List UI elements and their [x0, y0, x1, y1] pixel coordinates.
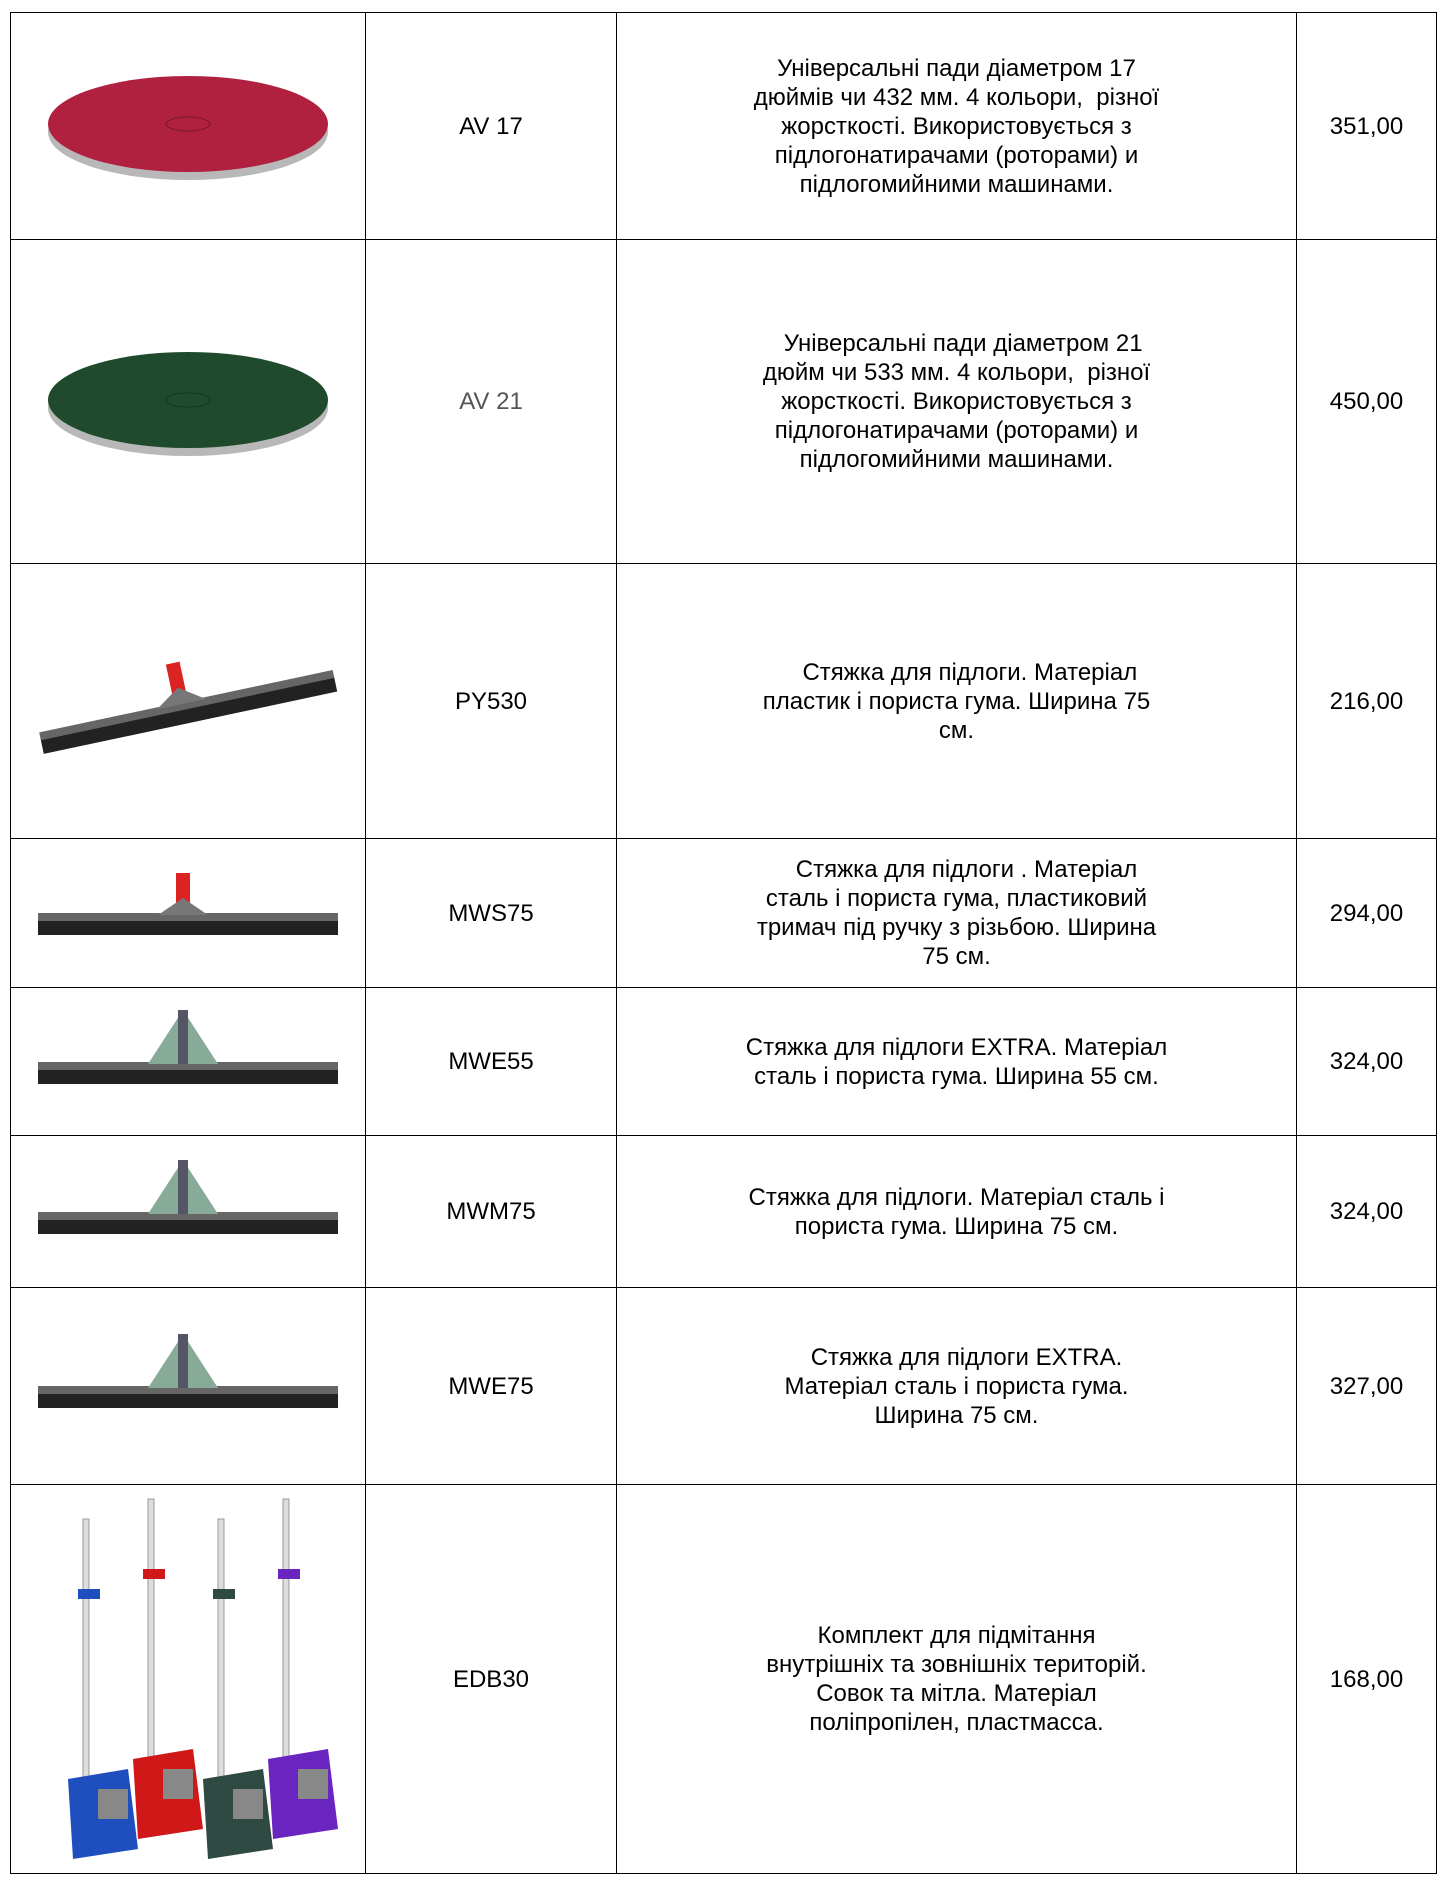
- image-cell: [10, 1484, 366, 1874]
- description-line: Універсальні пади діаметром 17: [777, 54, 1136, 82]
- description-line: пластик і пориста гума. Ширина 75: [762, 687, 1151, 715]
- description-line: Стяжка для підлоги . Матеріал: [775, 856, 1138, 883]
- code-cell: PY530: [365, 563, 617, 839]
- description-line: Комплект для підмітання: [817, 1622, 1096, 1649]
- description-line: 75 см.: [922, 943, 991, 970]
- description-line: дюймів чи 432 мм. 4 кольори, різної: [753, 83, 1160, 111]
- description-line: сталь і пориста гума. Ширина 55 см.: [754, 1062, 1159, 1090]
- description-cell: Універсальні пади діаметром 17 дюймів чи …: [616, 12, 1297, 240]
- squeegee: [38, 1334, 338, 1408]
- description-line: Ширина 75 см.: [874, 1401, 1039, 1429]
- description-line: пориста гума. Ширина 75 см.: [794, 1212, 1119, 1240]
- price-cell: 168,00: [1296, 1484, 1437, 1874]
- description-line: підлогомийними машинами.: [799, 446, 1114, 473]
- description-line: підлогонатирачами (роторами) и: [774, 417, 1139, 444]
- description-line: Стяжка для підлоги. Матеріал сталь і: [748, 1183, 1165, 1211]
- price-cell: 294,00: [1296, 838, 1437, 988]
- description-line: Універсальні пади діаметром 21: [770, 330, 1143, 357]
- price-cell: 324,00: [1296, 1135, 1437, 1288]
- code-cell: AV 21: [365, 239, 617, 564]
- description-line: Стяжка для підлоги EXTRA.: [790, 1343, 1123, 1371]
- code-cell: MWE55: [365, 987, 617, 1136]
- description-cell: Стяжка для підлоги . Матеріал сталь і пор…: [616, 838, 1297, 988]
- floor-pad: [48, 76, 328, 180]
- description-line: підлогонатирачами (роторами) и: [774, 141, 1139, 169]
- description-line: поліпропілен, пластмасса.: [809, 1709, 1104, 1736]
- image-cell: [10, 12, 366, 240]
- description-cell: Стяжка для підлоги EXTRA. Матеріал сталь …: [616, 987, 1297, 1136]
- product-row: PY530 Стяжка для підлоги. Матеріал пласти…: [10, 563, 1437, 839]
- description-cell: Стяжка для підлоги. Матеріал пластик і по…: [616, 563, 1297, 839]
- description-line: сталь і пориста гума, пластиковий: [765, 885, 1148, 912]
- product-row: EDB30 Комплект для підмітання внутрішніх т…: [10, 1484, 1437, 1874]
- description-line: жорсткості. Використовується з: [781, 112, 1132, 140]
- squeegee: [39, 661, 338, 754]
- product-table: AV 17 Універсальні пади діаметром 17 дюймі…: [10, 12, 1437, 1874]
- image-cell: [10, 838, 366, 988]
- squeegee: [38, 1159, 338, 1234]
- broom-set: [68, 1498, 338, 1859]
- description-cell: Універсальні пади діаметром 21 дюйм чи 53…: [616, 239, 1297, 564]
- description-line: підлогомийними машинами.: [799, 170, 1114, 198]
- code-cell: MWM75: [365, 1135, 617, 1288]
- description-line: см.: [938, 716, 975, 744]
- description-line: Стяжка для підлоги EXTRA. Матеріал: [745, 1033, 1168, 1061]
- description-line: дюйм чи 533 мм. 4 кольори, різної: [762, 359, 1151, 386]
- description-cell: Стяжка для підлоги EXTRA. Матеріал сталь …: [616, 1287, 1297, 1485]
- description-cell: Комплект для підмітання внутрішніх та зов…: [616, 1484, 1297, 1874]
- price-cell: 450,00: [1296, 239, 1437, 564]
- description-line: жорсткості. Використовується з: [781, 388, 1132, 415]
- description-line: внутрішніх та зовнішніх територій.: [766, 1651, 1147, 1678]
- price-cell: 216,00: [1296, 563, 1437, 839]
- image-cell: [10, 1135, 366, 1288]
- description-line: Совок та мітла. Матеріал: [816, 1680, 1097, 1707]
- product-row: MWM75 Стяжка для підлоги. Матеріал сталь …: [10, 1135, 1437, 1288]
- squeegee: [38, 1009, 338, 1084]
- description-line: тримач під ручку з різьбою. Ширина: [756, 914, 1157, 941]
- code-cell: AV 17: [365, 12, 617, 240]
- description-line: Матеріал сталь і пориста гума.: [784, 1372, 1129, 1400]
- code-cell: MWE75: [365, 1287, 617, 1485]
- image-cell: [10, 239, 366, 564]
- table-body: AV 17 Універсальні пади діаметром 17 дюймі…: [10, 12, 1437, 1874]
- code-cell: MWS75: [365, 838, 617, 988]
- product-row: MWE75 Стяжка для підлоги EXTRA. Матеріал …: [10, 1287, 1437, 1485]
- product-row: AV 21 Універсальні пади діаметром 21 дюйм…: [10, 239, 1437, 564]
- price-cell: 324,00: [1296, 987, 1437, 1136]
- floor-pad: [48, 351, 328, 456]
- image-cell: [10, 1287, 366, 1485]
- product-row: MWE55 Стяжка для підлоги EXTRA. Матеріал с…: [10, 987, 1437, 1136]
- product-row: AV 17 Універсальні пади діаметром 17 дюймі…: [10, 12, 1437, 240]
- price-cell: 351,00: [1296, 12, 1437, 240]
- image-cell: [10, 563, 366, 839]
- squeegee: [38, 873, 338, 935]
- price-cell: 327,00: [1296, 1287, 1437, 1485]
- description-cell: Стяжка для підлоги. Матеріал сталь і пори…: [616, 1135, 1297, 1288]
- description-line: Стяжка для підлоги. Матеріал: [775, 658, 1138, 686]
- code-cell: EDB30: [365, 1484, 617, 1874]
- image-cell: [10, 987, 366, 1136]
- product-row: MWS75 Стяжка для підлоги . Матеріал сталь…: [10, 838, 1437, 988]
